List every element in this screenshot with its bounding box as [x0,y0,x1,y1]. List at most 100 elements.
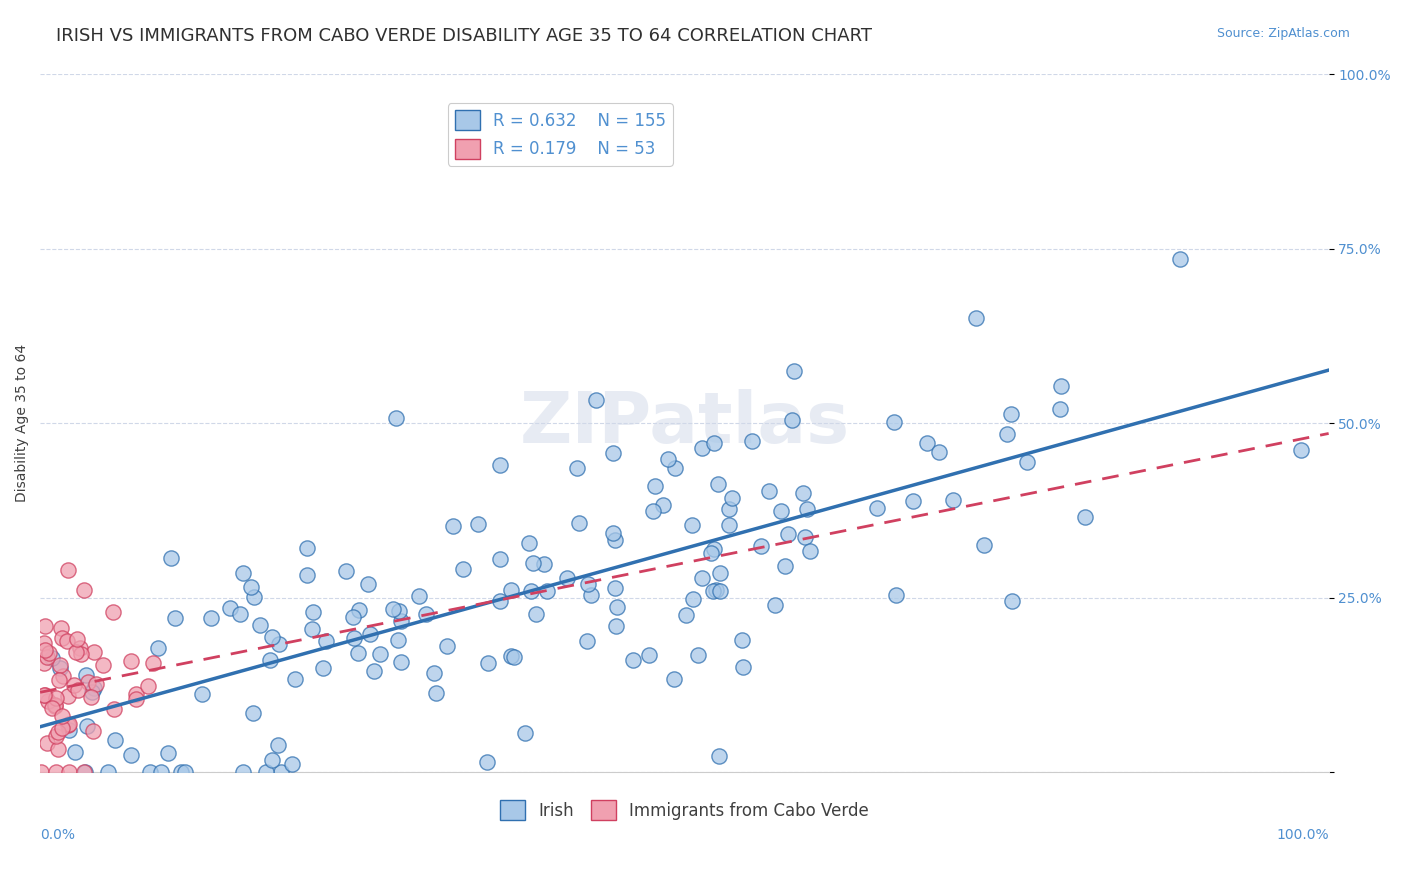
Point [66,683,89,698]
Point [267,738,290,752]
Point [52,669,75,683]
Point [82,723,104,738]
Point [240,580,263,594]
Point [34,643,56,657]
Point [515,725,537,739]
Point [219,601,242,615]
Point [681,517,703,532]
Point [77,675,100,690]
Point [709,566,731,580]
Point [51,722,73,736]
Point [295,568,318,582]
Point [262,753,284,767]
Point [347,647,370,661]
Point [489,552,512,566]
Point [32,657,55,671]
Point [146,641,169,656]
Point [901,494,924,508]
Point [688,648,710,662]
Point [1015,455,1038,469]
Point [603,533,626,547]
Point [335,564,357,578]
Point [703,541,725,556]
Point [41,651,63,665]
Point [606,599,628,614]
Point [796,501,818,516]
Y-axis label: Disability Age 35 to 64: Disability Age 35 to 64 [15,344,30,502]
Point [51,708,73,723]
Point [97,765,120,780]
Point [502,650,524,665]
Point [49,661,72,675]
Point [66,632,89,647]
Point [342,609,364,624]
Point [44,698,66,712]
Point [388,604,411,618]
Point [349,603,371,617]
Point [524,607,547,621]
Point [34,689,56,703]
Point [45,729,67,743]
Point [717,501,740,516]
Point [103,733,125,747]
Point [260,631,283,645]
Point [1000,407,1022,421]
Point [157,746,180,760]
Text: Source: ZipAtlas.com: Source: ZipAtlas.com [1216,27,1350,40]
Point [389,655,412,669]
Point [792,485,814,500]
Point [125,692,148,706]
Point [536,584,558,599]
Point [467,516,489,531]
Text: IRISH VS IMMIGRANTS FROM CABO VERDE DISABILITY AGE 35 TO 64 CORRELATION CHART: IRISH VS IMMIGRANTS FROM CABO VERDE DISA… [56,27,872,45]
Point [243,590,266,604]
Point [120,747,142,762]
Point [441,518,464,533]
Point [315,634,337,648]
Point [942,493,965,508]
Point [142,657,165,671]
Point [231,566,253,580]
Point [721,491,744,505]
Point [603,581,626,595]
Point [385,410,408,425]
Point [387,633,409,648]
Point [41,701,63,715]
Point [49,658,72,673]
Point [83,645,105,659]
Point [749,539,772,553]
Point [249,617,271,632]
Point [436,639,458,653]
Point [522,556,544,570]
Point [799,543,821,558]
Point [73,582,96,597]
Point [707,749,730,764]
Legend: Irish, Immigrants from Cabo Verde: Irish, Immigrants from Cabo Verde [494,793,876,827]
Point [391,614,413,628]
Point [46,742,69,756]
Point [103,701,125,715]
Point [917,435,939,450]
Point [45,765,67,780]
Point [408,589,430,603]
Point [1073,510,1095,524]
Point [1289,443,1312,458]
Point [190,687,212,701]
Point [605,619,627,633]
Point [368,647,391,661]
Point [359,627,381,641]
Point [783,364,806,378]
Point [232,765,254,780]
Point [690,571,713,585]
Point [56,689,79,703]
Point [928,445,950,459]
Point [995,427,1018,442]
Point [125,687,148,701]
Point [731,633,754,648]
Point [56,563,79,577]
Point [501,649,523,664]
Point [692,441,714,455]
Point [254,765,277,780]
Point [707,477,730,491]
Point [58,716,80,731]
